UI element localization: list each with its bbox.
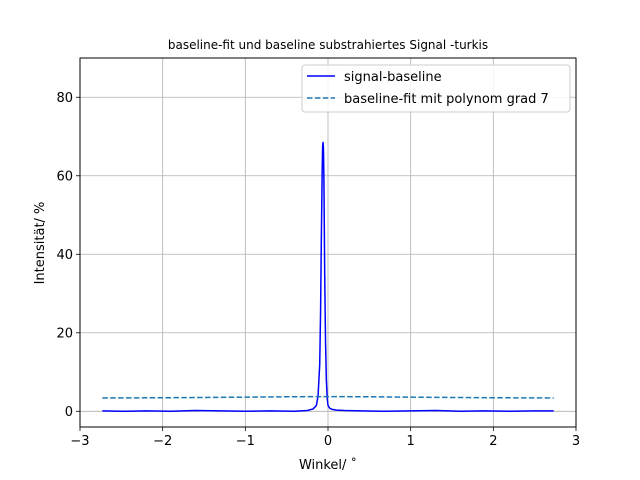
x-tick-label: 3 (572, 434, 580, 449)
legend-label-2: baseline-fit mit polynom grad 7 (344, 92, 549, 107)
y-axis-label: Intensität/ % (33, 202, 48, 285)
y-tick-label: 20 (56, 326, 73, 341)
legend: signal-baseline baseline-fit mit polynom … (301, 64, 571, 113)
x-tick-label: −2 (153, 434, 172, 449)
x-tick-label: −1 (236, 434, 255, 449)
y-tick-label: 60 (56, 169, 73, 184)
legend-label-1: signal-baseline (344, 70, 442, 85)
series-layer (102, 141, 554, 413)
x-tick-label: 1 (407, 434, 415, 449)
y-axis: 0 20 40 60 80 (56, 91, 80, 420)
chart-title: baseline-fit und baseline substrahiertes… (168, 38, 488, 52)
y-tick-label: 80 (56, 91, 73, 106)
x-axis-label: Winkel/ ˚ (299, 457, 357, 473)
x-axis: −3 −2 −1 0 1 2 3 (70, 427, 580, 449)
series-line-1 (102, 141, 554, 413)
y-tick-label: 0 (65, 405, 73, 420)
grid (79, 58, 577, 427)
legend-box (301, 64, 571, 113)
series-line-2 (102, 395, 554, 399)
y-tick-label: 40 (56, 248, 73, 263)
x-tick-label: 2 (489, 434, 497, 449)
x-tick-label: −3 (70, 434, 89, 449)
x-tick-label: 0 (324, 434, 332, 449)
